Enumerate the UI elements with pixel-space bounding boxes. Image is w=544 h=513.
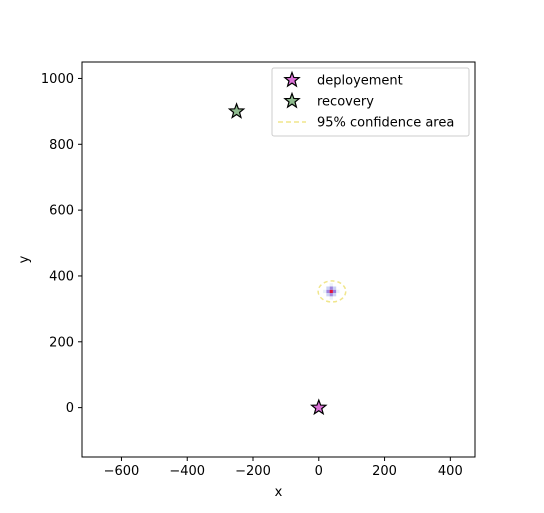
axes-frame: [81, 61, 476, 458]
heatmap-cell: [329, 283, 333, 287]
legend: deployement recovery 95% confidence area: [271, 67, 470, 137]
legend-label-confidence-area: 95% confidence area: [317, 116, 454, 131]
x-tick-label: −400: [169, 464, 205, 479]
heatmap-cell: [332, 286, 337, 290]
confidence-ellipse: [317, 280, 347, 303]
y-tick-label: 1000: [41, 72, 74, 87]
y-tick-label: 0: [66, 401, 74, 416]
y-tick-label: 800: [49, 138, 74, 153]
y-axis-label: y: [17, 255, 32, 263]
heatmap-cell: [332, 293, 337, 297]
x-tick-label: 400: [438, 464, 463, 479]
heatmap-cell: [326, 286, 330, 290]
x-tick-label: 0: [315, 464, 323, 479]
legend-box: [271, 67, 470, 137]
heatmap-cell: [323, 289, 327, 294]
legend-entry-deployement: deployement: [283, 70, 403, 89]
x-axis-ticks: −600 −400 −200 0 200 400: [104, 457, 463, 479]
y-tick-label: 200: [49, 335, 74, 350]
y-axis-ticks: 0 200 400 600 800 1000: [41, 72, 82, 416]
star-marker-recovery: [227, 102, 246, 119]
y-tick-label: 600: [49, 204, 74, 219]
legend-entry-recovery: recovery: [283, 91, 374, 110]
star-marker-deployement: [310, 398, 328, 416]
x-tick-label: 200: [372, 464, 397, 479]
legend-label-deployement: deployement: [317, 74, 403, 89]
y-tick-label: 400: [49, 269, 74, 284]
heatmap-cell: [336, 289, 340, 294]
legend-star-icon-recovery: [283, 91, 301, 109]
x-tick-label: −200: [235, 464, 271, 479]
legend-star-icon-deployement: [283, 70, 301, 88]
heatmap-cell: [329, 289, 333, 294]
x-axis-label: x: [275, 485, 283, 500]
heatmap-cell: [326, 293, 330, 297]
legend-entry-confidence-area: 95% confidence area: [278, 116, 454, 131]
legend-label-recovery: recovery: [317, 95, 374, 110]
plot-area: [227, 102, 347, 416]
heatmap-cell: [326, 289, 330, 294]
heatmap-cell: [329, 286, 333, 290]
x-tick-label: −600: [104, 464, 140, 479]
heatmap-cell: [329, 296, 333, 300]
heatmap-cell: [332, 289, 337, 294]
heatmap-cell: [329, 293, 333, 297]
